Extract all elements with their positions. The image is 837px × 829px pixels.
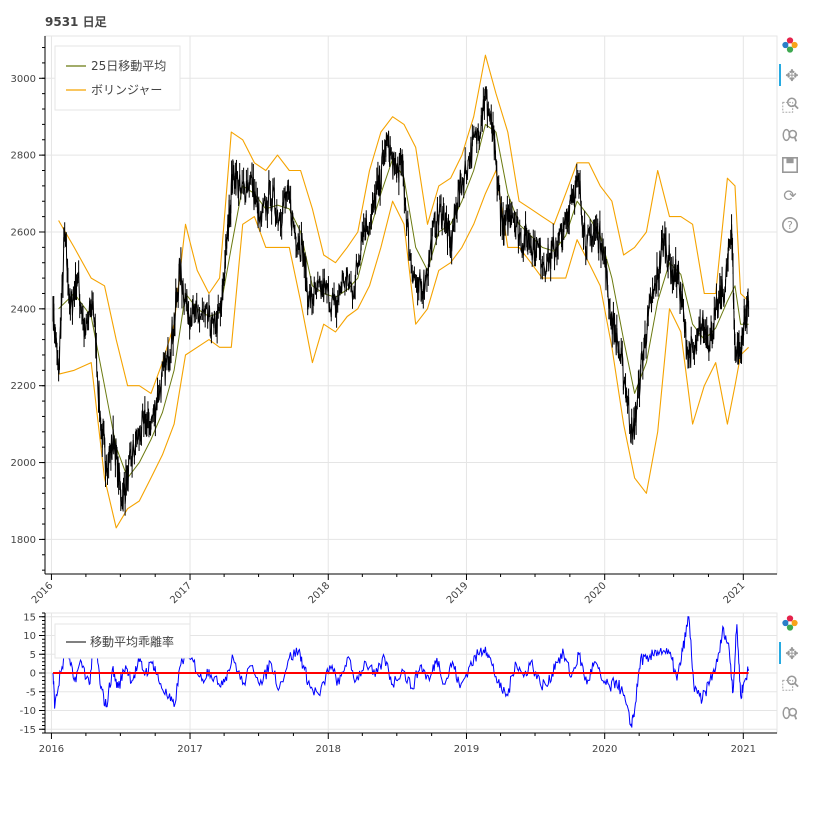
deviation-legend: 移動平均乖離率	[54, 623, 191, 659]
y-tick-label: 2600	[11, 227, 36, 238]
bokeh-logo-icon[interactable]	[779, 612, 801, 634]
wheel-zoom-icon[interactable]	[779, 702, 801, 724]
legend-label-bollinger: ボリンジャー	[91, 83, 162, 97]
x-tick-label: 2018	[316, 744, 341, 755]
x-tick-label: 2020	[583, 580, 609, 606]
x-tick-label: 2020	[592, 744, 617, 755]
y-tick-label: -15	[20, 725, 36, 736]
deviation-axes: -15 -10 -5 0 5 10 15 2016 2017 2018 2019 2020 2021	[20, 612, 777, 755]
pan-icon[interactable]: ✥	[779, 64, 803, 86]
svg-text:?: ?	[787, 219, 793, 232]
price-legend: 25日移動平均 ボリンジャー	[54, 45, 181, 111]
toolbar-bottom: ✥	[779, 612, 807, 732]
x-tick-label: 2016	[39, 744, 64, 755]
reset-icon[interactable]: ⟳	[783, 185, 797, 205]
wheel-zoom-icon[interactable]	[779, 124, 801, 146]
y-tick-label: 2200	[11, 381, 36, 392]
bokeh-logo-icon[interactable]	[779, 34, 801, 56]
legend-box	[54, 45, 181, 111]
bollinger-bands	[58, 54, 749, 529]
y-tick-label: 2000	[11, 458, 36, 469]
price-plot-frame	[44, 35, 778, 575]
x-tick-label: 2019	[445, 580, 471, 606]
deviation-series	[52, 616, 750, 728]
y-tick-label: 3000	[11, 74, 36, 85]
legend-label-ma: 25日移動平均	[91, 59, 166, 73]
x-tick-label: 2017	[168, 580, 194, 606]
box-zoom-icon[interactable]	[779, 672, 801, 694]
y-tick-label: -5	[26, 687, 36, 698]
save-icon[interactable]	[779, 154, 801, 176]
bollinger-lower-line	[58, 169, 749, 529]
y-tick-label: 10	[23, 631, 36, 642]
deviation-chart-panel[interactable]: -15 -10 -5 0 5 10 15 2016 2017 2018 2019 2020 2021 移…	[20, 612, 778, 755]
price-series	[52, 86, 750, 516]
x-tick-label: 2016	[30, 580, 56, 606]
x-tick-label: 2017	[177, 744, 202, 755]
help-icon[interactable]: ?	[779, 214, 801, 236]
y-tick-label: 1800	[11, 535, 36, 546]
toolbar-top: ✥ ⟳ ?	[779, 34, 807, 244]
x-tick-label: 2019	[454, 744, 479, 755]
price-grid	[45, 36, 777, 574]
legend-box	[54, 623, 191, 659]
bollinger-upper-line	[58, 54, 749, 394]
box-zoom-icon[interactable]	[779, 94, 801, 116]
deviation-line	[52, 616, 750, 728]
chart-title: 9531 日足	[45, 15, 107, 29]
y-tick-label: 2800	[11, 151, 36, 162]
y-tick-label: 15	[23, 612, 36, 623]
y-tick-label: 2400	[11, 304, 36, 315]
y-tick-label: 5	[30, 650, 36, 661]
x-tick-label: 2018	[307, 580, 333, 606]
legend-label-deviation: 移動平均乖離率	[90, 634, 174, 649]
y-tick-label: 0	[30, 669, 36, 680]
x-tick-label: 2021	[731, 744, 756, 755]
x-tick-label: 2021	[722, 580, 748, 606]
price-chart-panel[interactable]: 9531 日足 1800 2000 2200 2400 2600 2800 3000 2016…	[11, 15, 778, 606]
y-tick-label: -10	[20, 706, 36, 717]
pan-icon[interactable]: ✥	[779, 642, 803, 664]
